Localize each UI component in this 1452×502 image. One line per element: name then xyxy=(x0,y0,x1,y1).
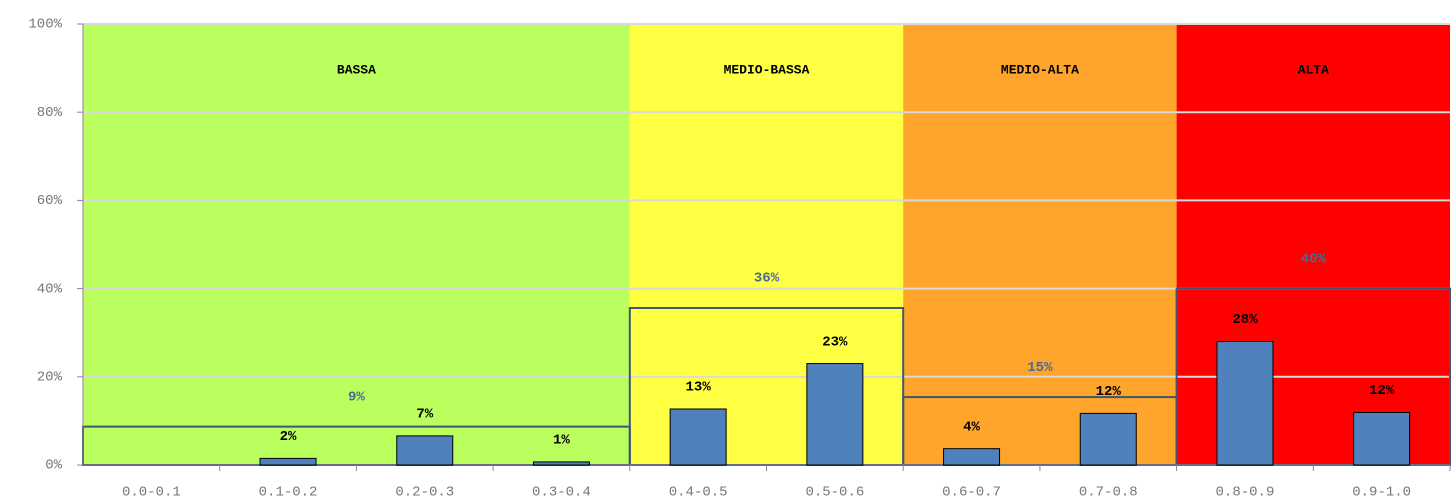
y-tick-label: 60% xyxy=(37,193,63,209)
y-tick-label: 0% xyxy=(45,458,62,474)
bar xyxy=(1079,412,1137,466)
zone-name: MEDIO-ALTA xyxy=(1001,62,1079,77)
bar xyxy=(396,435,454,466)
data-label: 23% xyxy=(822,334,848,350)
x-tick-label: 0.2-0.3 xyxy=(395,485,454,501)
data-label: 13% xyxy=(686,380,712,396)
x-tick-label: 0.8-0.9 xyxy=(1216,485,1275,501)
x-tick-label: 0.6-0.7 xyxy=(942,485,1001,501)
zone-name: MEDIO-BASSA xyxy=(724,62,810,77)
y-tick-label: 80% xyxy=(37,105,63,121)
bar xyxy=(669,408,727,466)
zone-background xyxy=(903,24,1177,465)
x-tick-label: 0.4-0.5 xyxy=(669,485,728,501)
data-label: 12% xyxy=(1096,384,1122,400)
x-tick-label: 0.5-0.6 xyxy=(805,485,864,501)
zone-name: BASSA xyxy=(337,62,376,77)
zone-total-label: 36% xyxy=(754,271,780,287)
bar xyxy=(943,448,1001,466)
x-tick-label: 0.3-0.4 xyxy=(532,485,591,501)
data-label: 4% xyxy=(963,419,980,435)
zone-background xyxy=(83,24,630,465)
bar xyxy=(259,457,317,466)
x-tick-label: 0.1-0.2 xyxy=(259,485,318,501)
zone-total-label: 40% xyxy=(1301,251,1327,267)
data-label: 12% xyxy=(1369,383,1395,399)
y-tick-label: 40% xyxy=(37,281,63,297)
data-label: 28% xyxy=(1232,312,1258,328)
y-tick-label: 100% xyxy=(28,17,62,33)
x-tick-label: 0.9-1.0 xyxy=(1352,485,1411,501)
data-label: 2% xyxy=(280,429,297,445)
bar xyxy=(1216,341,1274,466)
data-label: 1% xyxy=(553,433,570,449)
data-label: 7% xyxy=(416,407,433,423)
zone-total-label: 15% xyxy=(1027,360,1053,376)
x-tick-label: 0.0-0.1 xyxy=(122,485,181,501)
bar xyxy=(1353,412,1411,466)
bar xyxy=(806,363,864,466)
x-tick-label: 0.7-0.8 xyxy=(1079,485,1138,501)
y-tick-label: 20% xyxy=(37,370,63,386)
zone-name: ALTA xyxy=(1298,62,1329,77)
bar xyxy=(532,461,590,466)
zone-total-label: 9% xyxy=(348,389,365,405)
